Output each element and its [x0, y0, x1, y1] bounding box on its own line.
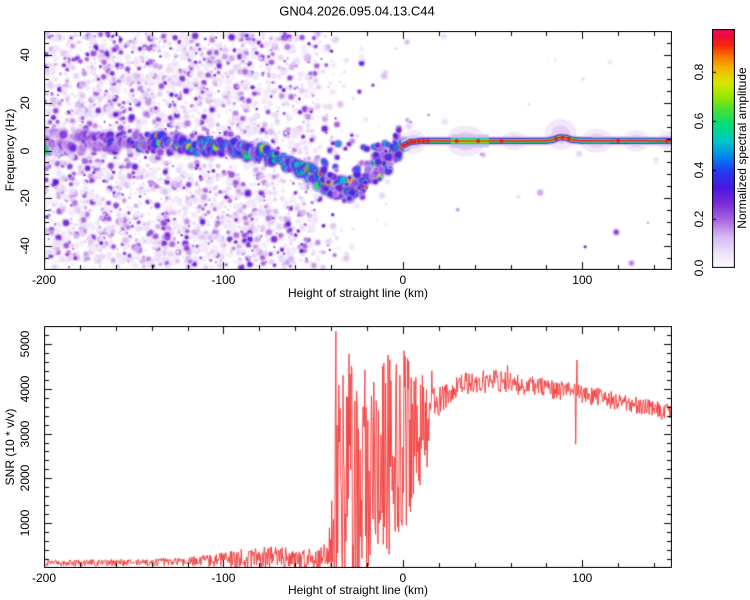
- snr-y-tick-label: 3000: [18, 420, 32, 447]
- snr-x-tick-label: 0: [399, 571, 407, 585]
- spectrogram-y-axis-label: Frequency (Hz): [3, 108, 17, 192]
- spectrogram-y-tick-label: 40: [18, 48, 32, 62]
- spectrogram-x-tick-label: -100: [211, 273, 236, 287]
- colorbar-tick-label: 0.8: [692, 63, 706, 81]
- snr-y-tick-label: 5000: [18, 330, 32, 358]
- spectrogram-canvas: [44, 31, 672, 270]
- colorbar-tick-label: 0.2: [692, 210, 706, 228]
- snr-x-tick-label: -100: [211, 571, 236, 585]
- colorbar-tick-label: 0.0: [692, 259, 706, 277]
- spectrogram-x-axis-label: Height of straight line (km): [287, 286, 429, 300]
- spectrogram-x-tick-label: 100: [572, 273, 593, 287]
- snr-canvas: [44, 326, 672, 568]
- snr-x-tick-label: 100: [572, 571, 593, 585]
- spectrogram-y-tick-label: 0: [18, 147, 32, 154]
- snr-y-tick-label: 2000: [18, 465, 32, 492]
- spectrogram-x-tick-label: -200: [31, 273, 57, 287]
- colorbar-tick-label: 0.6: [692, 112, 706, 130]
- colorbar-label: Normalized spectral amplitude: [735, 67, 749, 229]
- snr-y-axis-label: SNR (10 * v/v): [3, 408, 17, 486]
- colorbar: [712, 29, 735, 268]
- snr-y-tick-label: 4000: [18, 375, 32, 403]
- spectrogram-y-tick-label: 20: [18, 96, 32, 110]
- snr-x-tick-label: -200: [31, 571, 57, 585]
- figure-title: GN04.2026.095.04.13.C44: [279, 3, 435, 19]
- spectrogram-y-tick-label: -20: [18, 189, 32, 207]
- snr-y-tick-label: 1000: [18, 509, 32, 537]
- colorbar-tick-label: 0.4: [692, 161, 706, 179]
- snr-x-axis-label: Height of straight line (km): [287, 583, 429, 597]
- spectrogram-y-tick-label: -40: [18, 237, 32, 255]
- spectrogram-x-tick-label: 0: [399, 273, 407, 287]
